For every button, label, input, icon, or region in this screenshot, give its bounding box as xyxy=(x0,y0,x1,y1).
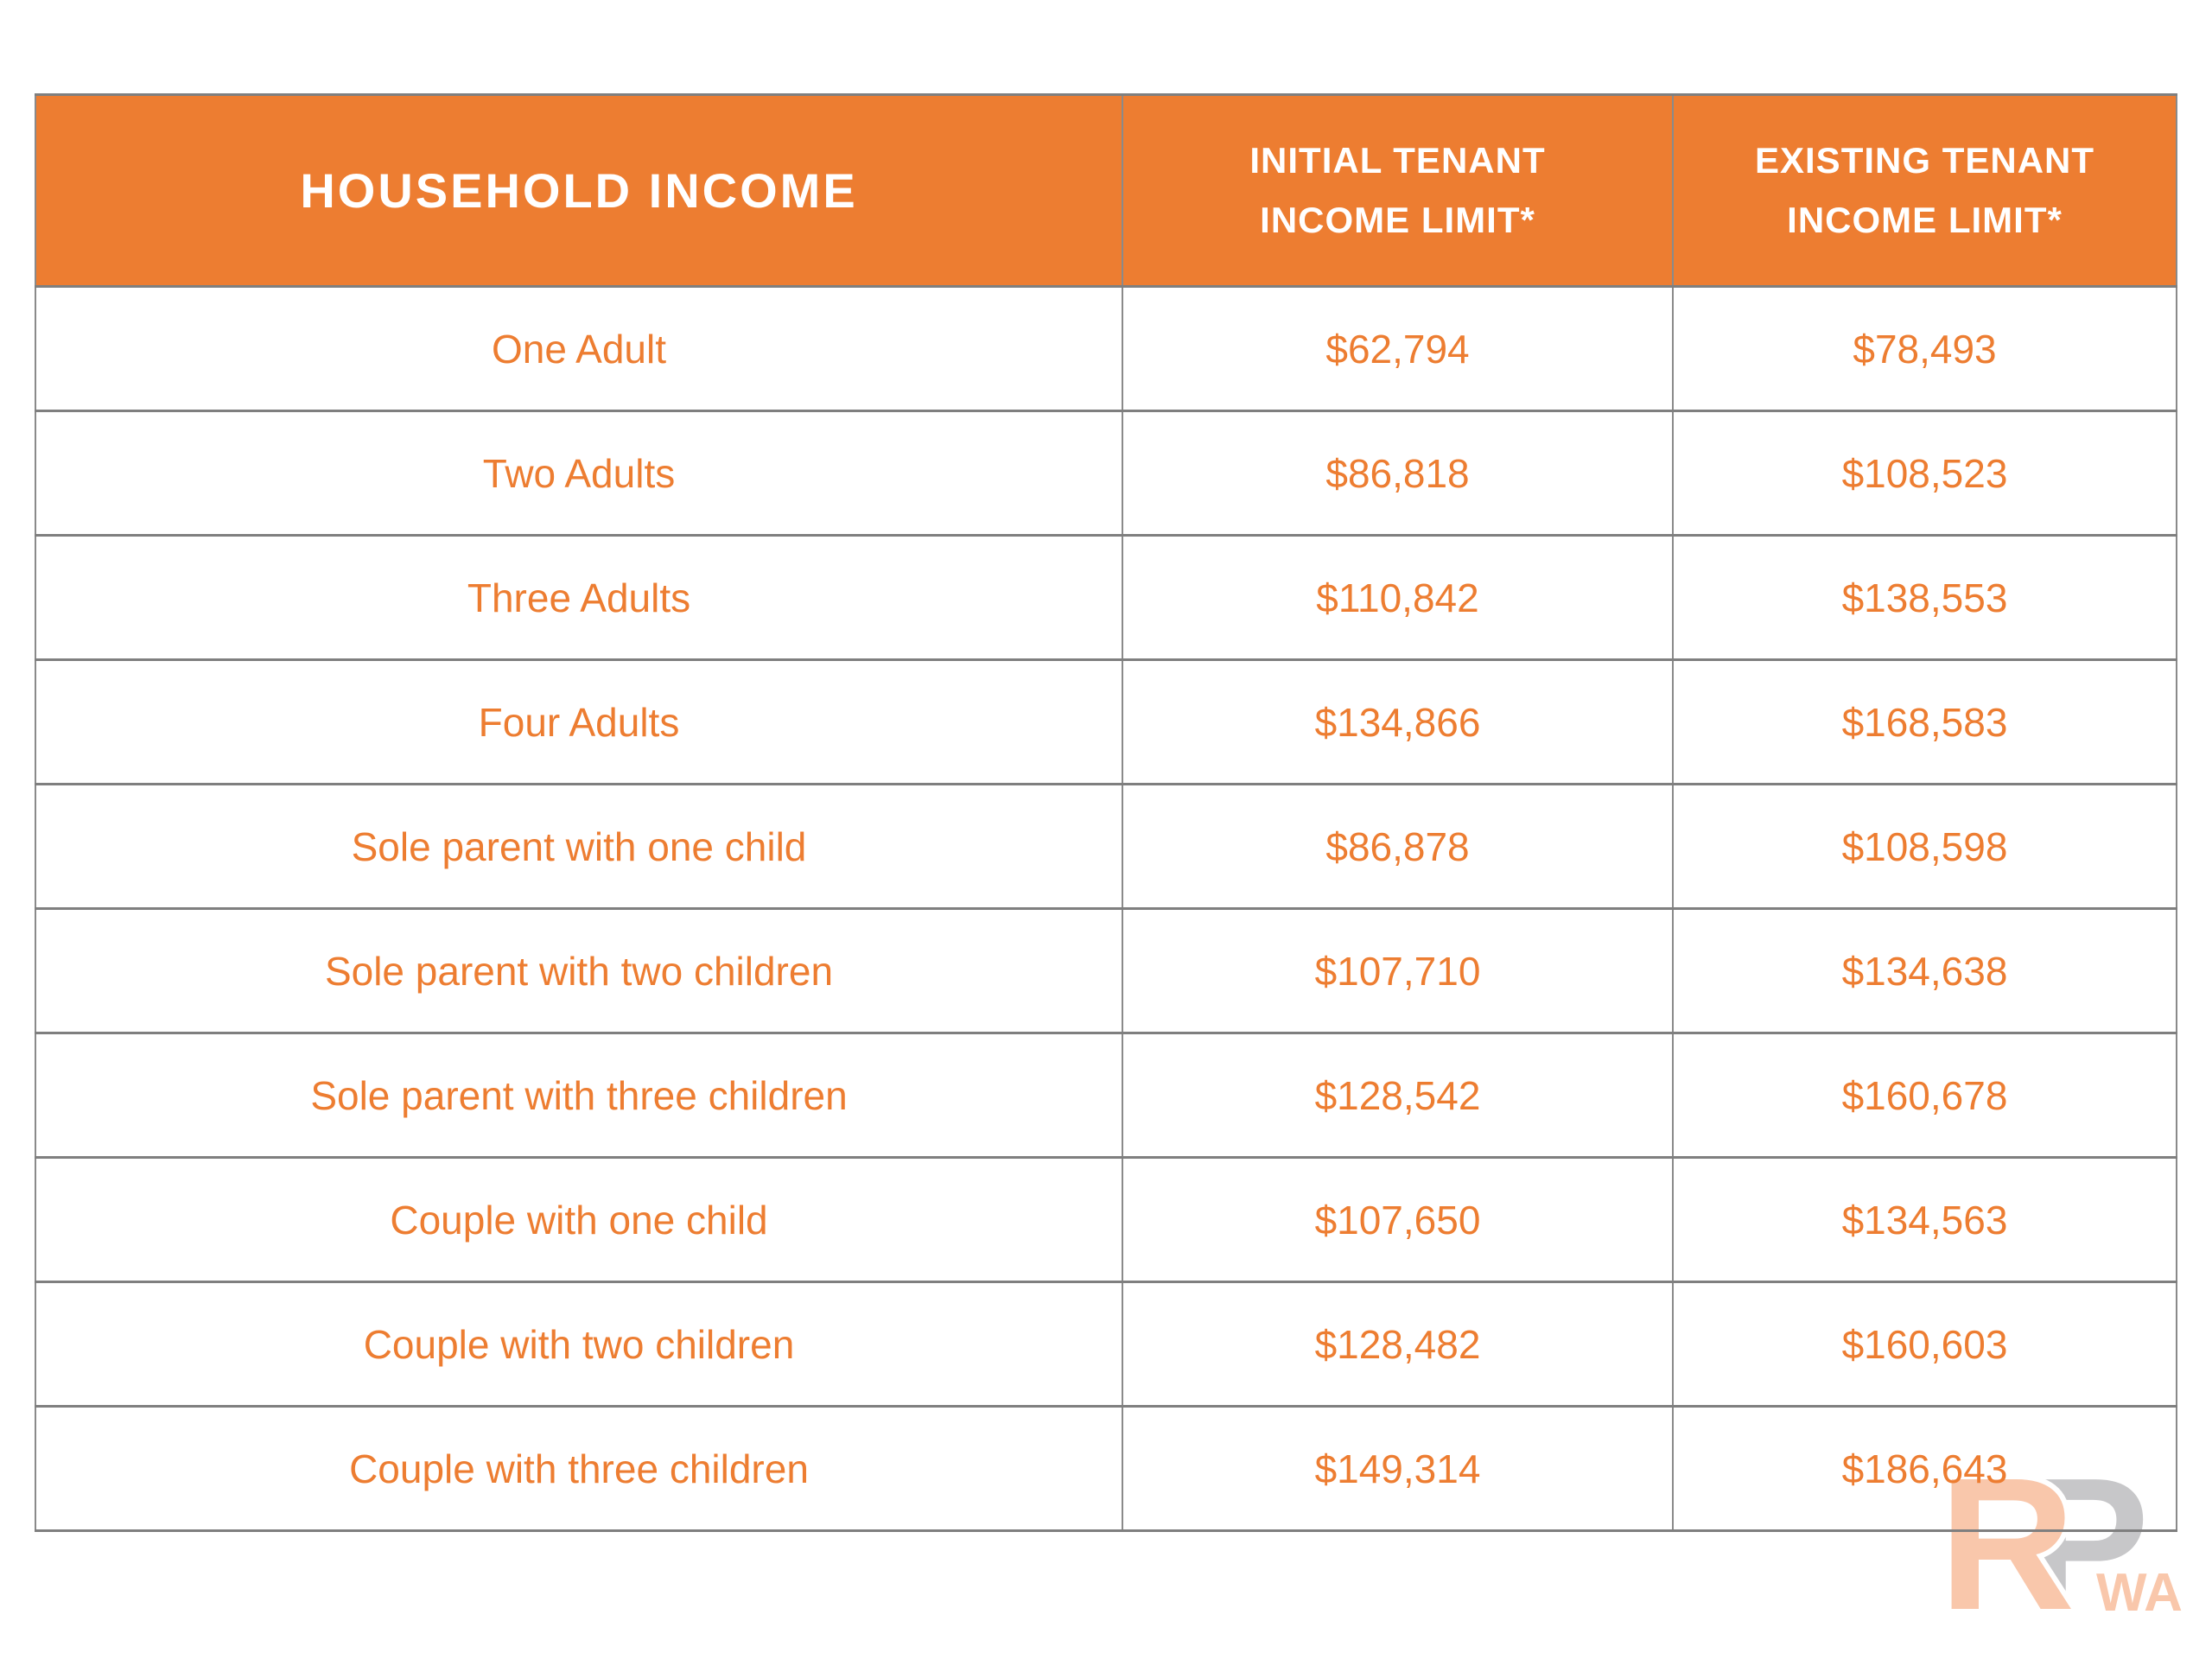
row-label-cell: Sole parent with three children xyxy=(35,1032,1123,1159)
existing-limit-cell: $186,643 xyxy=(1672,1405,2177,1532)
row-label-cell: Couple with two children xyxy=(35,1281,1123,1408)
table-row: Sole parent with two children $107,710 $… xyxy=(35,907,2177,1034)
existing-limit-cell: $108,598 xyxy=(1672,783,2177,910)
initial-limit-cell: $107,650 xyxy=(1122,1156,1674,1283)
row-label-cell: Sole parent with two children xyxy=(35,907,1123,1034)
header-existing-line2: INCOME LIMIT* xyxy=(1787,199,2063,240)
existing-limit-cell: $160,603 xyxy=(1672,1281,2177,1408)
table-row: Two Adults $86,818 $108,523 xyxy=(35,410,2177,537)
row-label-cell: Couple with one child xyxy=(35,1156,1123,1283)
header-existing-tenant-limit: EXISTING TENANT INCOME LIMIT* xyxy=(1672,93,2177,288)
row-label-cell: Four Adults xyxy=(35,658,1123,785)
logo-letters-wa: WA xyxy=(2096,1563,2183,1623)
table-row: Sole parent with three children $128,542… xyxy=(35,1032,2177,1159)
existing-limit-cell: $108,523 xyxy=(1672,410,2177,537)
income-limits-table: HOUSEHOLD INCOME INITIAL TENANT INCOME L… xyxy=(35,93,2177,1532)
table-row: Couple with three children $149,314 $186… xyxy=(35,1405,2177,1532)
row-label-cell: One Adult xyxy=(35,285,1123,412)
table-row: Couple with two children $128,482 $160,6… xyxy=(35,1281,2177,1408)
existing-limit-cell: $168,583 xyxy=(1672,658,2177,785)
header-initial-line2: INCOME LIMIT* xyxy=(1260,199,1535,240)
table-row: Sole parent with one child $86,878 $108,… xyxy=(35,783,2177,910)
header-existing-line1: EXISTING TENANT xyxy=(1754,140,2095,181)
initial-limit-cell: $134,866 xyxy=(1122,658,1674,785)
row-label-cell: Three Adults xyxy=(35,534,1123,661)
table-row: Three Adults $110,842 $138,553 xyxy=(35,534,2177,661)
existing-limit-cell: $134,563 xyxy=(1672,1156,2177,1283)
initial-limit-cell: $110,842 xyxy=(1122,534,1674,661)
initial-limit-cell: $86,878 xyxy=(1122,783,1674,910)
initial-limit-cell: $62,794 xyxy=(1122,285,1674,412)
initial-limit-cell: $128,542 xyxy=(1122,1032,1674,1159)
header-household-income: HOUSEHOLD INCOME xyxy=(35,93,1123,288)
row-label-cell: Couple with three children xyxy=(35,1405,1123,1532)
table-row: Couple with one child $107,650 $134,563 xyxy=(35,1156,2177,1283)
initial-limit-cell: $149,314 xyxy=(1122,1405,1674,1532)
header-initial-tenant-limit: INITIAL TENANT INCOME LIMIT* xyxy=(1122,93,1674,288)
header-initial-line1: INITIAL TENANT xyxy=(1249,140,1546,181)
initial-limit-cell: $128,482 xyxy=(1122,1281,1674,1408)
existing-limit-cell: $134,638 xyxy=(1672,907,2177,1034)
existing-limit-cell: $160,678 xyxy=(1672,1032,2177,1159)
row-label-cell: Sole parent with one child xyxy=(35,783,1123,910)
table-row: Four Adults $134,866 $168,583 xyxy=(35,658,2177,785)
initial-limit-cell: $86,818 xyxy=(1122,410,1674,537)
initial-limit-cell: $107,710 xyxy=(1122,907,1674,1034)
row-label-cell: Two Adults xyxy=(35,410,1123,537)
existing-limit-cell: $78,493 xyxy=(1672,285,2177,412)
table-row: One Adult $62,794 $78,493 xyxy=(35,285,2177,412)
existing-limit-cell: $138,553 xyxy=(1672,534,2177,661)
header-row: HOUSEHOLD INCOME INITIAL TENANT INCOME L… xyxy=(35,93,2177,288)
